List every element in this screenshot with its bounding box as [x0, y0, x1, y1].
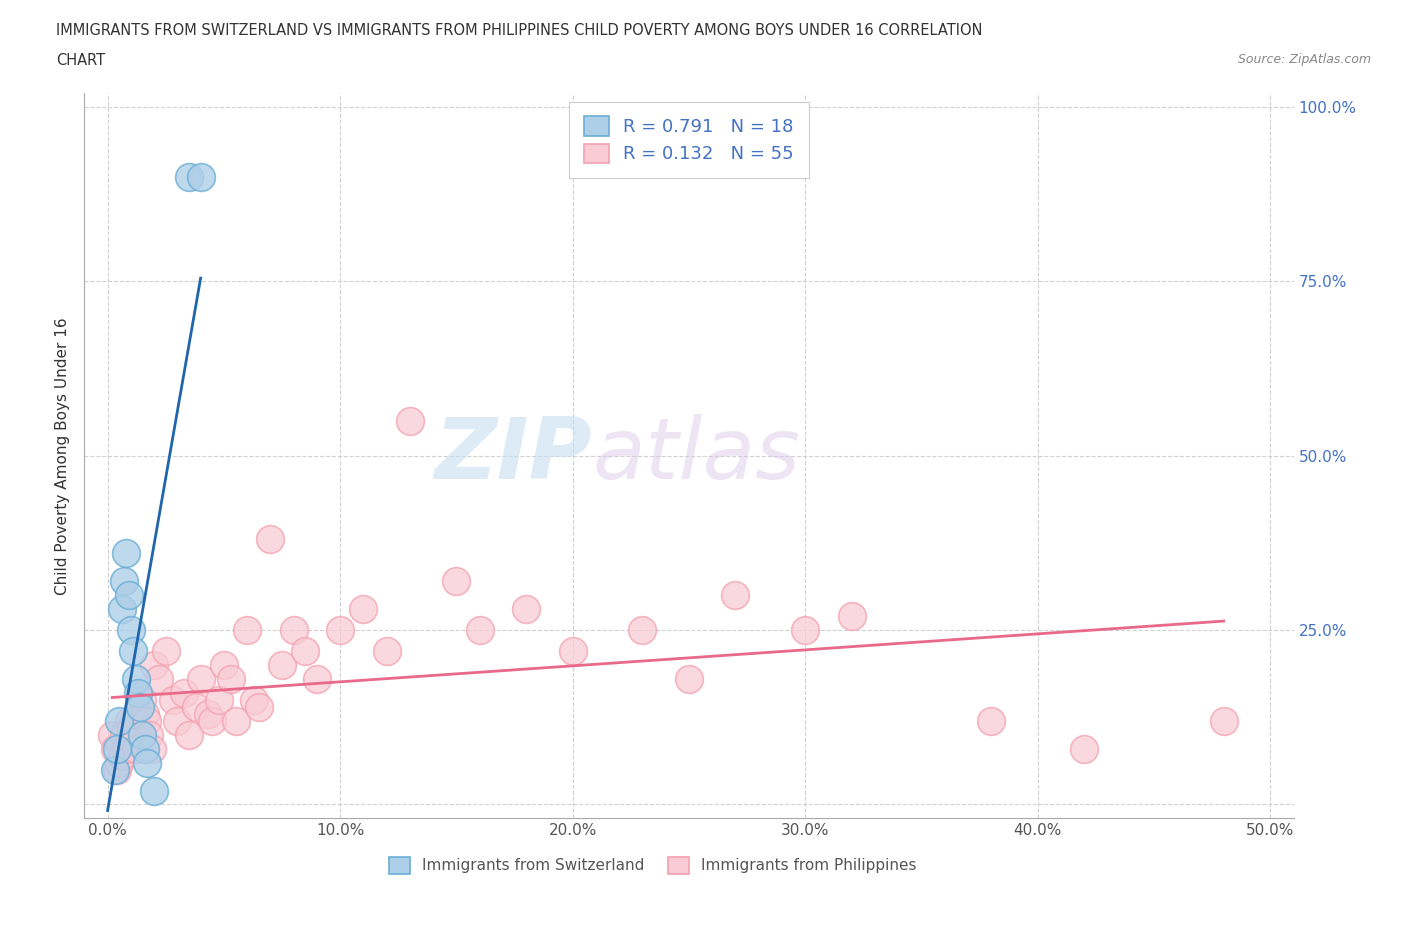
Point	[201, 713, 224, 728]
Point	[110, 602, 132, 617]
Point	[127, 685, 149, 700]
Point	[122, 644, 145, 658]
Point	[247, 699, 270, 714]
Point	[134, 741, 156, 756]
Point	[105, 741, 128, 756]
Point	[190, 671, 212, 686]
Point	[208, 692, 231, 707]
Point	[219, 671, 242, 686]
Point	[197, 707, 219, 722]
Point	[129, 699, 152, 714]
Point	[120, 623, 142, 638]
Point	[136, 755, 159, 770]
Point	[155, 644, 177, 658]
Point	[136, 713, 159, 728]
Point	[515, 602, 537, 617]
Legend: Immigrants from Switzerland, Immigrants from Philippines: Immigrants from Switzerland, Immigrants …	[382, 851, 922, 880]
Point	[259, 532, 281, 547]
Text: Source: ZipAtlas.com: Source: ZipAtlas.com	[1237, 53, 1371, 66]
Point	[236, 623, 259, 638]
Point	[104, 763, 127, 777]
Point	[117, 588, 139, 603]
Point	[184, 699, 207, 714]
Point	[631, 623, 654, 638]
Point	[112, 727, 135, 742]
Point	[101, 727, 124, 742]
Point	[305, 671, 328, 686]
Text: ZIP: ZIP	[434, 414, 592, 498]
Point	[115, 546, 138, 561]
Point	[225, 713, 247, 728]
Text: IMMIGRANTS FROM SWITZERLAND VS IMMIGRANTS FROM PHILIPPINES CHILD POVERTY AMONG B: IMMIGRANTS FROM SWITZERLAND VS IMMIGRANT…	[56, 23, 983, 38]
Point	[131, 727, 153, 742]
Point	[352, 602, 374, 617]
Point	[243, 692, 266, 707]
Point	[468, 623, 491, 638]
Point	[794, 623, 817, 638]
Point	[173, 685, 195, 700]
Point	[124, 671, 146, 686]
Point	[375, 644, 398, 658]
Point	[120, 720, 142, 735]
Point	[190, 169, 212, 184]
Point	[105, 763, 128, 777]
Text: atlas: atlas	[592, 414, 800, 498]
Point	[115, 741, 138, 756]
Point	[329, 623, 352, 638]
Point	[399, 413, 422, 428]
Point	[980, 713, 1002, 728]
Point	[108, 755, 131, 770]
Point	[271, 658, 294, 672]
Y-axis label: Child Poverty Among Boys Under 16: Child Poverty Among Boys Under 16	[55, 317, 70, 594]
Point	[141, 741, 163, 756]
Point	[122, 735, 145, 750]
Point	[112, 574, 135, 589]
Point	[283, 623, 305, 638]
Point	[143, 658, 166, 672]
Point	[162, 692, 184, 707]
Point	[1073, 741, 1095, 756]
Point	[1212, 713, 1234, 728]
Point	[138, 727, 160, 742]
Point	[124, 741, 146, 756]
Point	[148, 671, 170, 686]
Point	[143, 783, 166, 798]
Point	[104, 741, 127, 756]
Point	[561, 644, 583, 658]
Point	[177, 727, 200, 742]
Point	[724, 588, 747, 603]
Point	[678, 671, 700, 686]
Point	[131, 692, 153, 707]
Point	[177, 169, 200, 184]
Point	[134, 707, 156, 722]
Point	[294, 644, 316, 658]
Point	[841, 609, 863, 624]
Point	[110, 748, 132, 763]
Point	[166, 713, 188, 728]
Text: CHART: CHART	[56, 53, 105, 68]
Point	[117, 713, 139, 728]
Point	[212, 658, 235, 672]
Point	[108, 713, 131, 728]
Point	[446, 574, 468, 589]
